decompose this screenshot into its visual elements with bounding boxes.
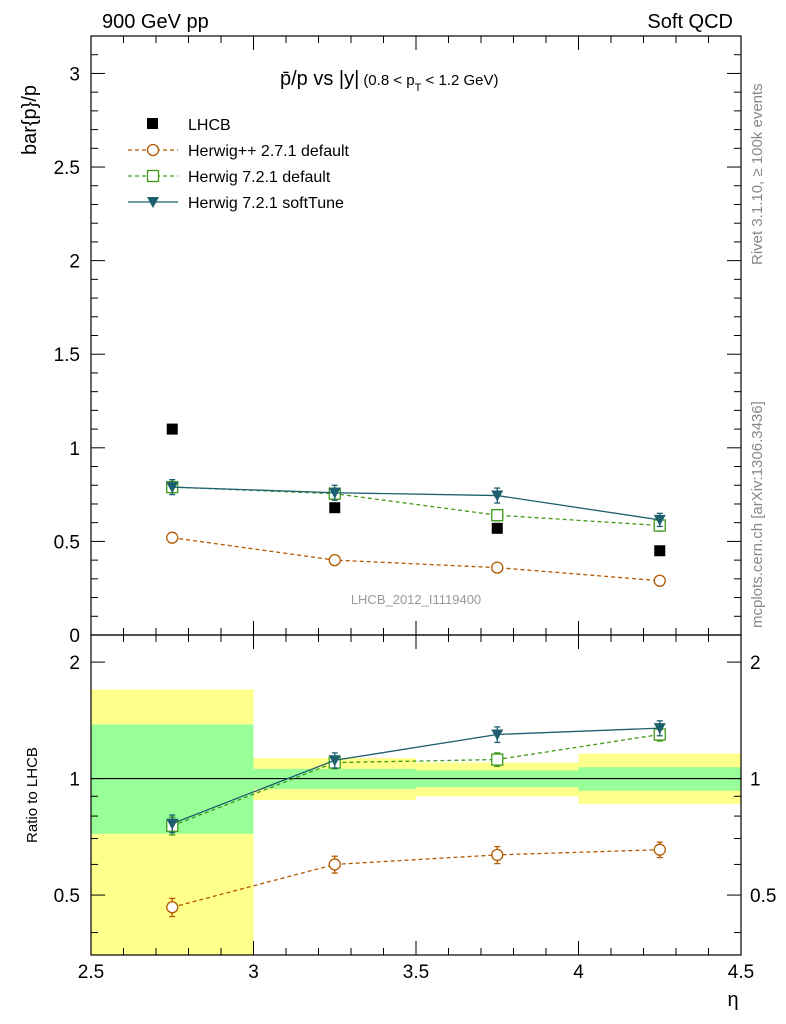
legend-marker-h721soft xyxy=(147,197,159,208)
ratio-line-herwigpp xyxy=(172,849,660,908)
main-y-axis-label: bar{p}/p xyxy=(19,85,41,155)
legend-marker-herwigpp xyxy=(146,143,160,157)
ratio-y-tick-label-left: 2 xyxy=(69,653,80,674)
main-point-lhcb xyxy=(654,545,666,557)
ratio-y-axis-label: Ratio to LHCB xyxy=(24,747,41,843)
legend-label-h721soft: Herwig 7.2.1 softTune xyxy=(188,195,344,212)
ratio-y-tick-label-right: 1 xyxy=(750,770,761,791)
x-tick-label: 3 xyxy=(248,962,259,983)
header-left: 900 GeV pp xyxy=(102,11,209,33)
main-point-h721soft xyxy=(653,514,666,526)
ratio-y-tick-label-left: 0.5 xyxy=(54,886,80,907)
header-right: Soft QCD xyxy=(647,11,733,33)
legend: LHCB Herwig++ 2.7.1 default Herwig 7.2.1… xyxy=(128,117,350,212)
main-point-lhcb xyxy=(329,502,341,514)
main-y-tick-label: 3 xyxy=(69,64,80,85)
main-point-h721soft xyxy=(491,490,504,502)
main-point-herwigpp xyxy=(328,553,341,567)
ratio-line-h721soft xyxy=(172,727,660,825)
main-point-herwigpp xyxy=(166,531,179,544)
ratio-point-h721soft xyxy=(491,729,504,741)
main-point-h721soft xyxy=(166,482,179,494)
ratio-point-h721soft xyxy=(328,755,341,767)
ratio-y-tick-label-right: 2 xyxy=(750,653,761,674)
main-y-tick-label: 0 xyxy=(69,626,80,647)
ratio-point-herwigpp xyxy=(166,901,179,914)
main-point-herwigpp xyxy=(653,574,666,587)
main-y-tick-label: 0.5 xyxy=(54,532,80,553)
legend-label-lhcb: LHCB xyxy=(188,117,231,134)
main-line-h721def xyxy=(172,486,660,527)
x-tick-label: 4 xyxy=(573,962,584,983)
main-point-lhcb xyxy=(166,423,178,435)
ratio-plot-area: 2.5 3 3.5 4 4.5 0.5 0.5 1 1 2 2 xyxy=(54,634,776,983)
x-tick-label: 3.5 xyxy=(403,962,429,983)
ratio-point-herwigpp xyxy=(653,843,666,856)
ratio-line-h721def xyxy=(172,733,660,827)
x-tick-label: 2.5 xyxy=(78,962,104,983)
analysis-watermark: LHCB_2012_I1119400 xyxy=(351,592,481,607)
ratio-point-h721def xyxy=(491,753,504,766)
main-line-herwigpp xyxy=(172,537,660,582)
side-text-mcplots: mcplots.cern.ch [arXiv:1306.3436] xyxy=(749,401,766,628)
side-text-rivet: Rivet 3.1.10, ≥ 100k events xyxy=(749,83,766,265)
ratio-point-herwigpp xyxy=(328,858,341,871)
ratio-point-herwigpp xyxy=(491,848,504,862)
legend-marker-h721def xyxy=(146,169,160,183)
legend-label-herwigpp: Herwig++ 2.7.1 default xyxy=(188,143,350,160)
ratio-y-tick-label-right: 0.5 xyxy=(750,886,776,907)
main-point-h721soft xyxy=(328,487,341,499)
ratio-point-h721soft xyxy=(166,818,179,830)
main-point-herwigpp xyxy=(491,561,504,574)
main-y-tick-label: 2.5 xyxy=(54,158,80,179)
main-y-tick-label: 1 xyxy=(69,439,80,460)
main-y-tick-label: 1.5 xyxy=(54,345,80,366)
legend-marker-lhcb xyxy=(147,118,158,129)
plot-title: p̄/p vs |y| (0.8 < pT < 1.2 GeV) xyxy=(280,68,498,94)
x-axis-label: η xyxy=(727,989,738,1011)
legend-label-h721def: Herwig 7.2.1 default xyxy=(188,169,331,186)
ratio-y-tick-label-left: 1 xyxy=(69,770,80,791)
main-point-lhcb xyxy=(491,522,503,534)
ratio-point-h721soft xyxy=(653,723,666,735)
main-point-h721def xyxy=(491,509,504,522)
main-y-tick-label: 2 xyxy=(69,252,80,273)
main-line-h721soft xyxy=(172,486,660,521)
x-tick-label: 4.5 xyxy=(728,962,754,983)
